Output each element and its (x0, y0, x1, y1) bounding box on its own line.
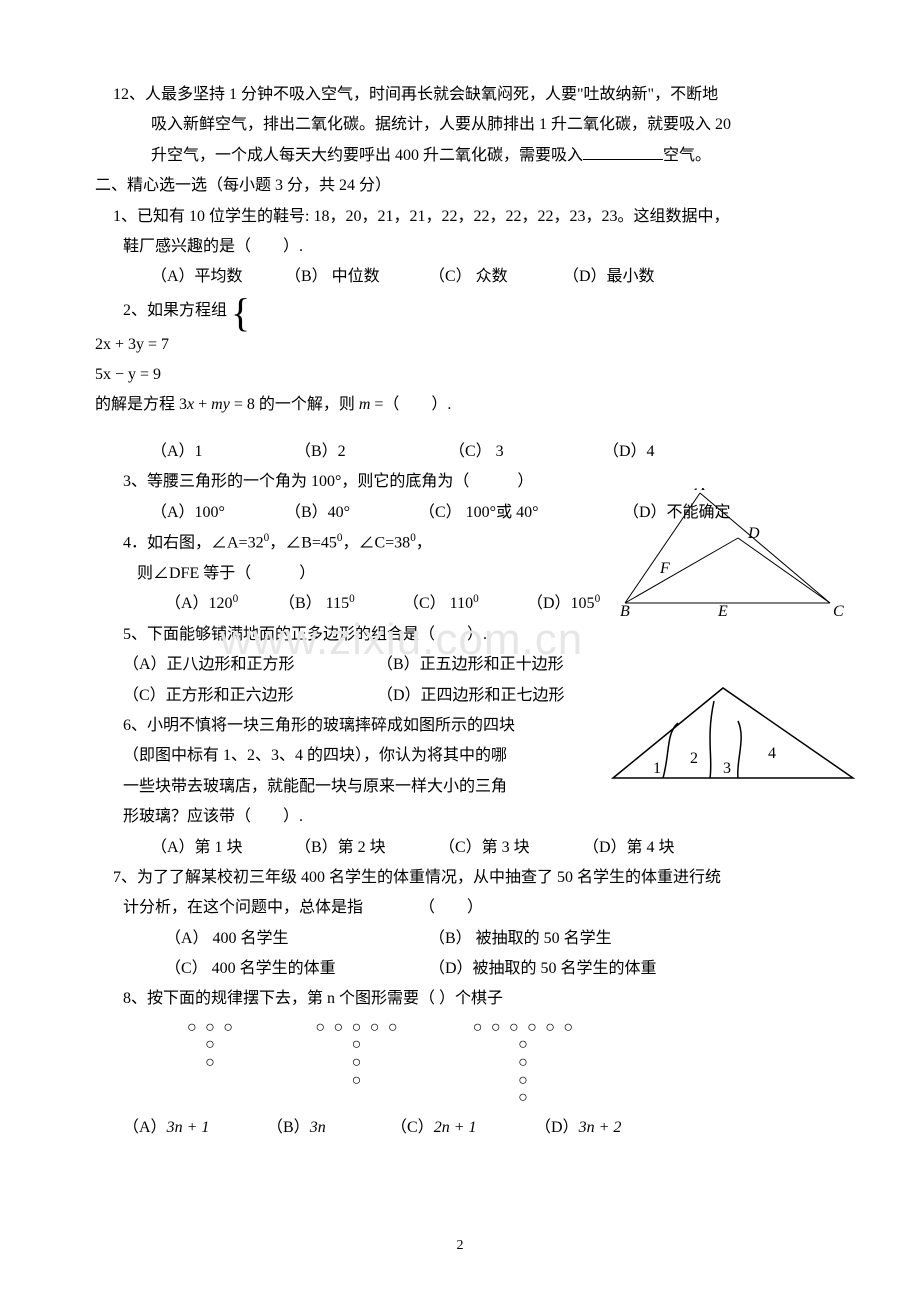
q2-eqsystem: { (231, 293, 243, 330)
page-number: 2 (95, 1233, 825, 1260)
q7-opts1: （A） 400 名学生 （B） 被抽取的 50 名学生 (95, 924, 825, 954)
label-A: A (694, 488, 705, 494)
q4-opt-a: （A）1200 (165, 589, 275, 620)
q6-line4: 形玻璃？应该带（ ）. (95, 802, 825, 832)
q4-opt-b: （B） 1150 (279, 589, 399, 620)
q12-line3: 升空气，一个成人每天大约要呼出 400 升二氧化碳，需要吸入 空气。 (95, 141, 825, 171)
label-3: 3 (723, 760, 731, 777)
section2-header: 二、精心选一选（每小题 3 分，共 24 分） (95, 171, 825, 201)
q2-mid3: = 8 的一个解，则 (230, 396, 359, 413)
label-1: 1 (653, 760, 661, 777)
q2-mid2: + (194, 396, 211, 413)
q4-l1c: ，∠C=38 (342, 534, 410, 551)
q2-opts: （A）1 （B）2 （C） 3 （D）4 (95, 437, 825, 467)
q1-opt-b: （B） 中位数 (285, 262, 425, 292)
q2-opt-a: （A）1 (151, 437, 291, 467)
q5-opt-d: （D）正四边形和正七边形 (377, 687, 565, 704)
q8-opt-a: （A）3n + 1 (123, 1113, 263, 1143)
q7-opt-b: （B） 被抽取的 50 名学生 (429, 924, 612, 954)
q3-opt-a: （A）100° (151, 498, 281, 528)
label-F: F (659, 560, 670, 577)
q2-eq2: 5x − y = 9 (95, 360, 825, 390)
q1-line1: 1、已知有 10 位学生的鞋号: 18，20，21，21，22，22，22，22… (95, 202, 825, 232)
q1-opt-d: （D）最小数 (563, 262, 655, 292)
q4-l1b: ，∠B=45 (269, 534, 337, 551)
q7-opt-c: （C） 400 名学生的体重 (165, 954, 425, 984)
q5-opt-a: （A）正八边形和正方形 (123, 650, 373, 680)
q12-line1: 12、人最多坚持 1 分钟不吸入空气，时间再长就会缺氧闷死，人要"吐故纳新"，不… (95, 80, 825, 110)
q12-line2: 吸入新鲜空气，排出二氧化碳。据统计，人要从肺排出 1 升二氧化碳，就要吸入 20 (95, 110, 825, 140)
q8-patterns: ○ ○ ○ ○ ○ ○ ○ ○ ○ ○ ○ ○ ○ ○ ○ ○ ○ ○ ○ ○ … (95, 1019, 825, 1107)
var-m: m (359, 396, 371, 413)
q7-opts2: （C） 400 名学生的体重 （D）被抽取的 50 名学生的体重 (95, 954, 825, 984)
q8-opt-d: （D）3n + 2 (535, 1119, 621, 1136)
q3-opt-b: （B）40° (285, 498, 415, 528)
brace-icon: { (231, 293, 250, 330)
q8-opt-c: （C）2n + 1 (391, 1113, 531, 1143)
q7-line1: 7、为了了解某校初三年级 400 名学生的体重情况，从中抽查了 50 名学生的体… (95, 863, 825, 893)
q8-line: 8、按下面的规律摆下去，第 n 个图形需要（ ）个棋子 (95, 984, 825, 1014)
q2-opt-d: （D）4 (603, 437, 655, 467)
q2-mid4: =（ ）. (370, 396, 451, 413)
q6-opt-d: （D）第 4 块 (583, 833, 675, 863)
label-E: E (717, 603, 728, 618)
label-C: C (833, 603, 844, 618)
q4-l1a: 4．如右图，∠A=32 (123, 534, 264, 551)
var-my: my (211, 396, 230, 413)
q8-opt-b: （B）3n (267, 1113, 387, 1143)
q12-line3b: 空气。 (663, 147, 711, 164)
q4-l1d: ， (416, 534, 432, 551)
q1-opts: （A）平均数 （B） 中位数 （C） 众数 （D）最小数 (95, 262, 825, 292)
q7-opt-d: （D）被抽取的 50 名学生的体重 (429, 954, 657, 984)
q4-opt-d: （D）1050 (527, 589, 600, 620)
q2-opt-b: （B）2 (295, 437, 445, 467)
geometry-diagram: A B C D E F (620, 488, 850, 618)
q2-eq1: 2x + 3y = 7 (95, 330, 825, 360)
q5-opt-c: （C）正方形和正六边形 (123, 681, 373, 711)
q7-opt-a: （A） 400 名学生 (165, 924, 425, 954)
q7-line2: 计分析，在这个问题中，总体是指 （ ） (95, 893, 825, 923)
q5-opts1: （A）正八边形和正方形 （B）正五边形和正十边形 (95, 650, 825, 680)
q3-opt-c: （C） 100°或 40° (419, 498, 619, 528)
q12-line3a: 升空气，一个成人每天大约要呼出 400 升二氧化碳，需要吸入 (151, 147, 583, 164)
q6-opt-a: （A）第 1 块 (151, 833, 291, 863)
q4-opt-c: （C） 1100 (403, 589, 523, 620)
label-B: B (620, 603, 630, 618)
label-D: D (747, 525, 760, 542)
q2-opt-c: （C） 3 (449, 437, 599, 467)
q2-mid: 的解是方程 3 (95, 396, 187, 413)
label-4: 4 (768, 745, 776, 762)
q1-opt-a: （A）平均数 (151, 262, 281, 292)
q2-line: 2、如果方程组 { (95, 293, 825, 330)
q5-opt-b: （B）正五边形和正十边形 (377, 656, 564, 673)
blank-input (583, 143, 663, 160)
q2-pre: 2、如果方程组 (123, 302, 227, 319)
q6-opt-b: （B）第 2 块 (295, 833, 435, 863)
q5-line: 5、下面能够铺满地面的正多边形的组合是（ ）. (95, 620, 825, 650)
q6-opt-c: （C）第 3 块 (439, 833, 579, 863)
q1-opt-c: （C） 众数 (429, 262, 559, 292)
triangle-broken-diagram: 1 2 3 4 (608, 683, 858, 783)
q1-line2: 鞋厂感兴趣的是（ ）. (95, 232, 825, 262)
q8-opts: （A）3n + 1 （B）3n （C）2n + 1 （D）3n + 2 (95, 1113, 825, 1143)
q6-opts: （A）第 1 块 （B）第 2 块 （C）第 3 块 （D）第 4 块 (95, 833, 825, 863)
label-2: 2 (690, 750, 698, 767)
